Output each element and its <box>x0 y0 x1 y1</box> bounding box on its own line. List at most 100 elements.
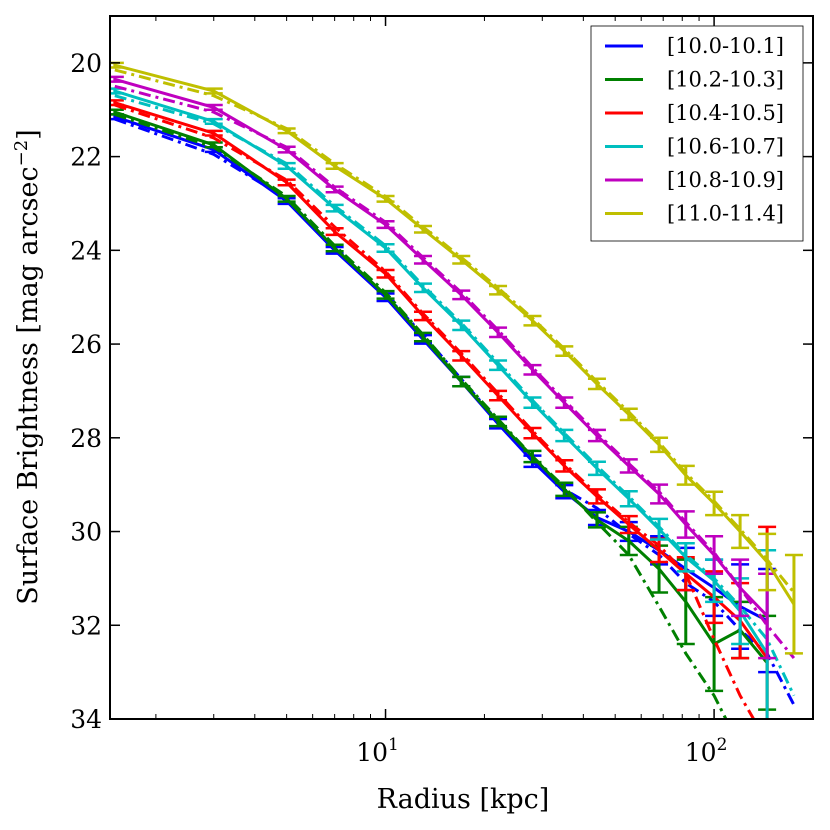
error-bar <box>325 185 344 194</box>
x-tick-label-100: 102 <box>685 735 728 767</box>
error-bar <box>204 129 223 137</box>
error-bar <box>325 203 344 213</box>
error-bar <box>452 254 471 265</box>
error-bar <box>555 459 574 473</box>
error-bar <box>277 178 296 187</box>
series-10-2-10-3 <box>110 108 777 719</box>
legend-label-10-8-10-9: [10.8-10.9] <box>667 168 784 192</box>
y-tick-label-30: 30 <box>70 518 102 547</box>
error-bar <box>619 514 638 535</box>
error-bar <box>110 108 124 116</box>
error-bar <box>619 407 638 422</box>
error-bar <box>204 141 223 149</box>
error-bar <box>619 489 638 508</box>
error-bar <box>676 542 695 573</box>
error-bar <box>705 490 724 517</box>
error-bar <box>650 483 669 505</box>
y-tick-label-20: 20 <box>70 49 102 78</box>
error-bar <box>731 513 750 550</box>
error-bar <box>705 534 724 575</box>
y-axis-label-close: ] <box>13 129 44 140</box>
series-dashdot-line <box>114 68 796 594</box>
error-bar <box>325 161 344 171</box>
error-bar <box>452 289 471 301</box>
error-bar <box>277 161 296 171</box>
x-axis-label: Radius [kpc] <box>377 784 550 815</box>
error-bar <box>204 117 223 126</box>
error-bar <box>555 345 574 358</box>
error-bar <box>555 428 574 443</box>
error-bar <box>650 517 669 541</box>
y-tick-label-26: 26 <box>70 330 102 359</box>
error-bar <box>413 331 432 343</box>
legend-label-11-0-11-4: [11.0-11.4] <box>667 202 784 226</box>
y-tick-label-22: 22 <box>70 143 102 172</box>
error-bar <box>204 87 223 95</box>
legend-box <box>590 25 804 242</box>
axis-layer: 20 22 24 26 28 30 32 34 101 102 <box>70 16 814 767</box>
error-bar <box>452 319 471 332</box>
error-bar <box>325 243 344 253</box>
error-bar <box>489 389 508 402</box>
error-bar <box>523 314 542 327</box>
error-bar <box>413 282 432 294</box>
plot-frame <box>109 15 814 720</box>
y-axis-label: Surface Brightness [mag arcsec−2] <box>11 129 44 604</box>
legend-label-10-2-10-3: [10.2-10.3] <box>667 68 784 92</box>
error-bar <box>489 359 508 372</box>
y-axis-label-main: Surface Brightness [mag arcsec <box>13 166 44 604</box>
series-dashdot-line <box>114 94 796 697</box>
error-bar <box>325 227 344 237</box>
y-tick-label-24: 24 <box>70 236 102 265</box>
error-bar <box>376 289 395 300</box>
error-bar <box>277 145 296 154</box>
error-bar <box>555 396 574 410</box>
error-bar <box>277 127 296 135</box>
error-bar <box>376 194 395 203</box>
series-line <box>114 63 796 606</box>
error-bar <box>676 464 695 486</box>
legend: [10.0-10.1] [10.2-10.3] [10.4-10.5] [10.6-1… <box>590 25 804 242</box>
error-bar <box>376 242 395 253</box>
error-bar <box>452 349 471 362</box>
error-bar <box>758 532 777 592</box>
error-bar <box>277 194 296 203</box>
error-bar <box>523 363 542 376</box>
error-bar <box>784 553 803 655</box>
y-tick-label-28: 28 <box>70 424 102 453</box>
error-bar <box>523 449 542 464</box>
error-bar <box>452 375 471 388</box>
error-bar <box>650 436 669 454</box>
error-bar <box>555 481 574 498</box>
series-11-0-11-4 <box>110 61 803 655</box>
error-bar <box>523 396 542 410</box>
error-bar <box>587 511 606 529</box>
error-bar <box>204 103 223 111</box>
legend-label-10-0-10-1: [10.0-10.1] <box>667 34 784 58</box>
error-bar <box>413 310 432 322</box>
error-bar <box>489 326 508 339</box>
error-bar <box>619 458 638 474</box>
error-bar <box>376 220 395 230</box>
error-bar <box>587 377 606 391</box>
y-axis-label-exponent: −2 <box>11 140 32 167</box>
y-tick-label-32: 32 <box>70 611 102 640</box>
legend-label-10-4-10-5: [10.4-10.5] <box>667 101 784 125</box>
error-bar <box>587 428 606 443</box>
error-bar <box>413 254 432 265</box>
error-bar <box>413 224 432 234</box>
error-bar <box>489 415 508 428</box>
error-bar <box>489 284 508 296</box>
legend-label-10-6-10-7: [10.6-10.7] <box>667 135 784 159</box>
error-bar <box>110 75 124 83</box>
x-tick-label-10: 101 <box>356 735 399 767</box>
series-dashdot-line <box>114 103 756 719</box>
error-bar <box>376 268 395 279</box>
error-bar <box>587 488 606 505</box>
y-tick-label-34: 34 <box>70 705 102 734</box>
error-bar <box>676 510 695 539</box>
error-bar <box>523 426 542 440</box>
error-bar <box>731 558 750 618</box>
error-bar <box>587 460 606 477</box>
